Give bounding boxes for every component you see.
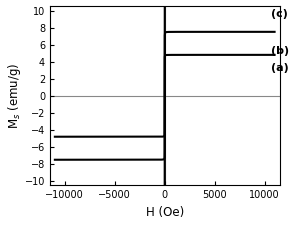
X-axis label: H (Oe): H (Oe) <box>146 206 184 219</box>
Text: (c): (c) <box>271 9 287 19</box>
Text: (b): (b) <box>271 46 289 56</box>
Y-axis label: M$_s$ (emu/g): M$_s$ (emu/g) <box>6 63 23 129</box>
Text: (a): (a) <box>271 63 288 73</box>
